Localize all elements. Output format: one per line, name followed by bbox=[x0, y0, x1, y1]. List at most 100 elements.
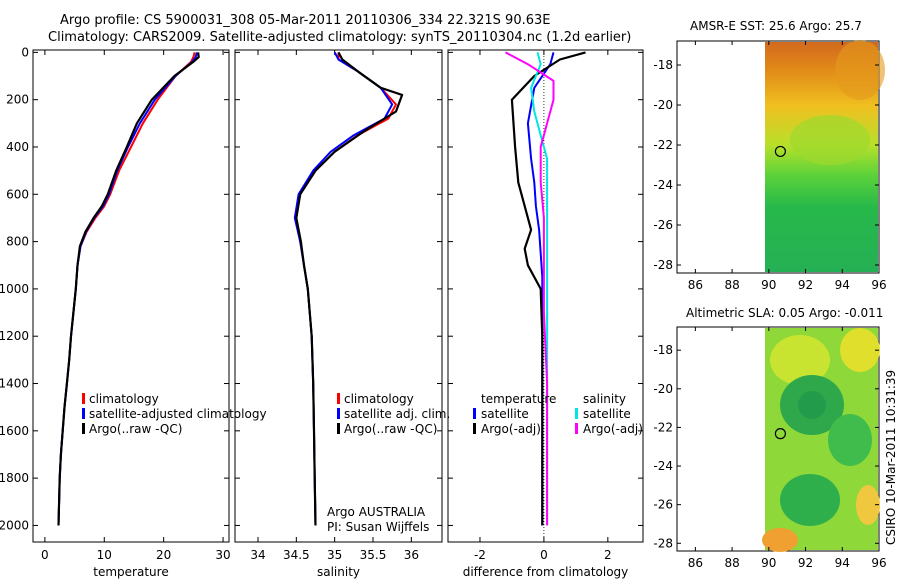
map-y-tick-label: -28 bbox=[653, 536, 673, 550]
map-y-tick-label: -28 bbox=[653, 258, 673, 272]
legend-label-climatology: climatology bbox=[89, 392, 159, 406]
float-owner: Argo AUSTRALIA bbox=[327, 505, 426, 519]
legend-swatch-climatology bbox=[82, 393, 85, 404]
temperature-satellite-adjusted-line bbox=[57, 52, 198, 526]
salinity-argo-line bbox=[295, 51, 404, 526]
map-x-tick-label: 92 bbox=[798, 556, 813, 570]
sst-map-title: AMSR-E SST: 25.6 Argo: 25.7 bbox=[690, 19, 862, 33]
map-y-tick-label: -22 bbox=[653, 138, 673, 152]
map-y-tick-label: -20 bbox=[653, 98, 673, 112]
legend-swatch-satellite bbox=[337, 408, 340, 419]
map-x-tick-label: 94 bbox=[835, 278, 850, 292]
legend-heading-temperature: temperature bbox=[481, 392, 556, 406]
x-tick-label: 35.5 bbox=[360, 548, 387, 562]
y-tick-label: 0 bbox=[21, 45, 29, 59]
y-tick-label: 1600 bbox=[0, 424, 29, 438]
legend-heading-salinity: salinity bbox=[583, 392, 626, 406]
map-x-tick-label: 86 bbox=[688, 556, 703, 570]
legend-label-temp-argo: Argo(-adj) bbox=[481, 422, 541, 436]
map-y-tick-label: -20 bbox=[653, 382, 673, 396]
map-x-tick-label: 88 bbox=[724, 278, 739, 292]
sla-map-chart: 86 88 90 92 94 96 -18 -20 -22 -24 -26 -28 bbox=[653, 327, 887, 570]
y-tick-label: 600 bbox=[6, 187, 29, 201]
temperature-climatology-line bbox=[57, 52, 196, 526]
difference-legend: temperature satellite Argo(-adj) salinit… bbox=[473, 392, 643, 436]
map-x-tick-label: 92 bbox=[798, 278, 813, 292]
legend-swatch-climatology bbox=[337, 393, 340, 404]
sst-map-field-patch bbox=[835, 40, 885, 100]
map-y-tick-label: -24 bbox=[653, 459, 673, 473]
x-axis-label: temperature bbox=[93, 565, 168, 579]
map-y-tick-label: -24 bbox=[653, 178, 673, 192]
argo-position-marker bbox=[774, 145, 786, 158]
x-tick-label: 35 bbox=[327, 548, 342, 562]
x-tick-label: 34 bbox=[250, 548, 265, 562]
sla-map-field-patch bbox=[798, 391, 826, 419]
legend-label-satellite: satellite-adjusted climatology bbox=[89, 407, 267, 421]
sla-map-field-patch bbox=[840, 328, 880, 372]
map-y-tick-label: -26 bbox=[653, 498, 673, 512]
sla-map-field-patch bbox=[780, 474, 840, 526]
sla-map-field-patch bbox=[856, 485, 880, 525]
x-tick-label: 30 bbox=[215, 548, 230, 562]
salinity-chart: 34 34.5 35 35.5 36 salinity bbox=[235, 50, 442, 579]
map-y-tick-label: -18 bbox=[653, 58, 673, 72]
salinity-legend: climatology satellite adj. clim. Argo(..… bbox=[337, 392, 450, 436]
map-x-tick-label: 96 bbox=[871, 556, 886, 570]
header-line2: Climatology: CARS2009. Satellite-adjuste… bbox=[48, 30, 631, 45]
sst-map-chart: 86 88 90 92 94 96 -18 -20 -22 -24 -26 -28 bbox=[653, 41, 887, 292]
x-axis-label: salinity bbox=[317, 565, 360, 579]
sla-map-field-patch bbox=[762, 528, 798, 552]
header-line1: Argo profile: CS 5900031_308 05-Mar-2011… bbox=[60, 13, 550, 28]
x-axis-label: difference from climatology bbox=[463, 565, 629, 579]
y-tick-label: 1200 bbox=[0, 329, 29, 343]
map-y-tick-label: -22 bbox=[653, 420, 673, 434]
x-tick-label: 20 bbox=[156, 548, 171, 562]
sla-map-field-patch bbox=[828, 414, 872, 466]
legend-swatch-argo bbox=[337, 423, 340, 434]
legend-swatch-satellite bbox=[82, 408, 85, 419]
difference-salinity-argo-line bbox=[505, 51, 555, 526]
legend-swatch-sal-satellite bbox=[575, 408, 578, 419]
difference-temperature-argo-line bbox=[510, 51, 586, 526]
legend-label-sal-satellite: satellite bbox=[583, 407, 631, 421]
x-tick-label: 34.5 bbox=[283, 548, 310, 562]
y-tick-label: 200 bbox=[6, 93, 29, 107]
argo-position-marker bbox=[774, 428, 786, 440]
y-tick-label: 2000 bbox=[0, 518, 29, 532]
y-tick-label: 1000 bbox=[0, 282, 29, 296]
legend-label-climatology: climatology bbox=[344, 392, 414, 406]
temperature-legend: climatology satellite-adjusted climatolo… bbox=[82, 392, 267, 436]
y-tick-label: 1400 bbox=[0, 377, 29, 391]
y-tick-label: 1800 bbox=[0, 471, 29, 485]
legend-swatch-argo bbox=[82, 423, 85, 434]
y-tick-label: 400 bbox=[6, 140, 29, 154]
float-pi: PI: Susan Wijffels bbox=[327, 520, 429, 534]
legend-swatch-sal-argo bbox=[575, 423, 578, 434]
map-x-tick-label: 90 bbox=[761, 556, 776, 570]
x-tick-label: 2 bbox=[604, 548, 612, 562]
legend-swatch-temp-satellite bbox=[473, 408, 476, 419]
legend-label-argo: Argo(..raw -QC) bbox=[344, 422, 437, 436]
map-x-tick-label: 94 bbox=[835, 556, 850, 570]
legend-label-argo: Argo(..raw -QC) bbox=[89, 422, 182, 436]
x-tick-label: 0 bbox=[540, 548, 548, 562]
map-y-tick-label: -18 bbox=[653, 343, 673, 357]
legend-label-temp-satellite: satellite bbox=[481, 407, 529, 421]
x-tick-label: -2 bbox=[474, 548, 486, 562]
map-x-tick-label: 90 bbox=[761, 278, 776, 292]
map-x-tick-label: 96 bbox=[871, 278, 886, 292]
map-x-tick-label: 88 bbox=[724, 556, 739, 570]
map-y-tick-label: -26 bbox=[653, 218, 673, 232]
x-tick-label: 36 bbox=[404, 548, 419, 562]
legend-swatch-temp-argo bbox=[473, 423, 476, 434]
x-tick-label: 10 bbox=[97, 548, 112, 562]
temperature-axes bbox=[32, 49, 230, 543]
salinity-climatology-line bbox=[295, 52, 397, 526]
difference-chart: -2 0 2 difference from climatology bbox=[448, 50, 643, 579]
sla-map-field-patch bbox=[770, 335, 830, 385]
sst-map-field-patch bbox=[790, 115, 870, 165]
legend-label-sal-argo: Argo(-adj) bbox=[583, 422, 643, 436]
x-tick-label: 0 bbox=[41, 548, 49, 562]
